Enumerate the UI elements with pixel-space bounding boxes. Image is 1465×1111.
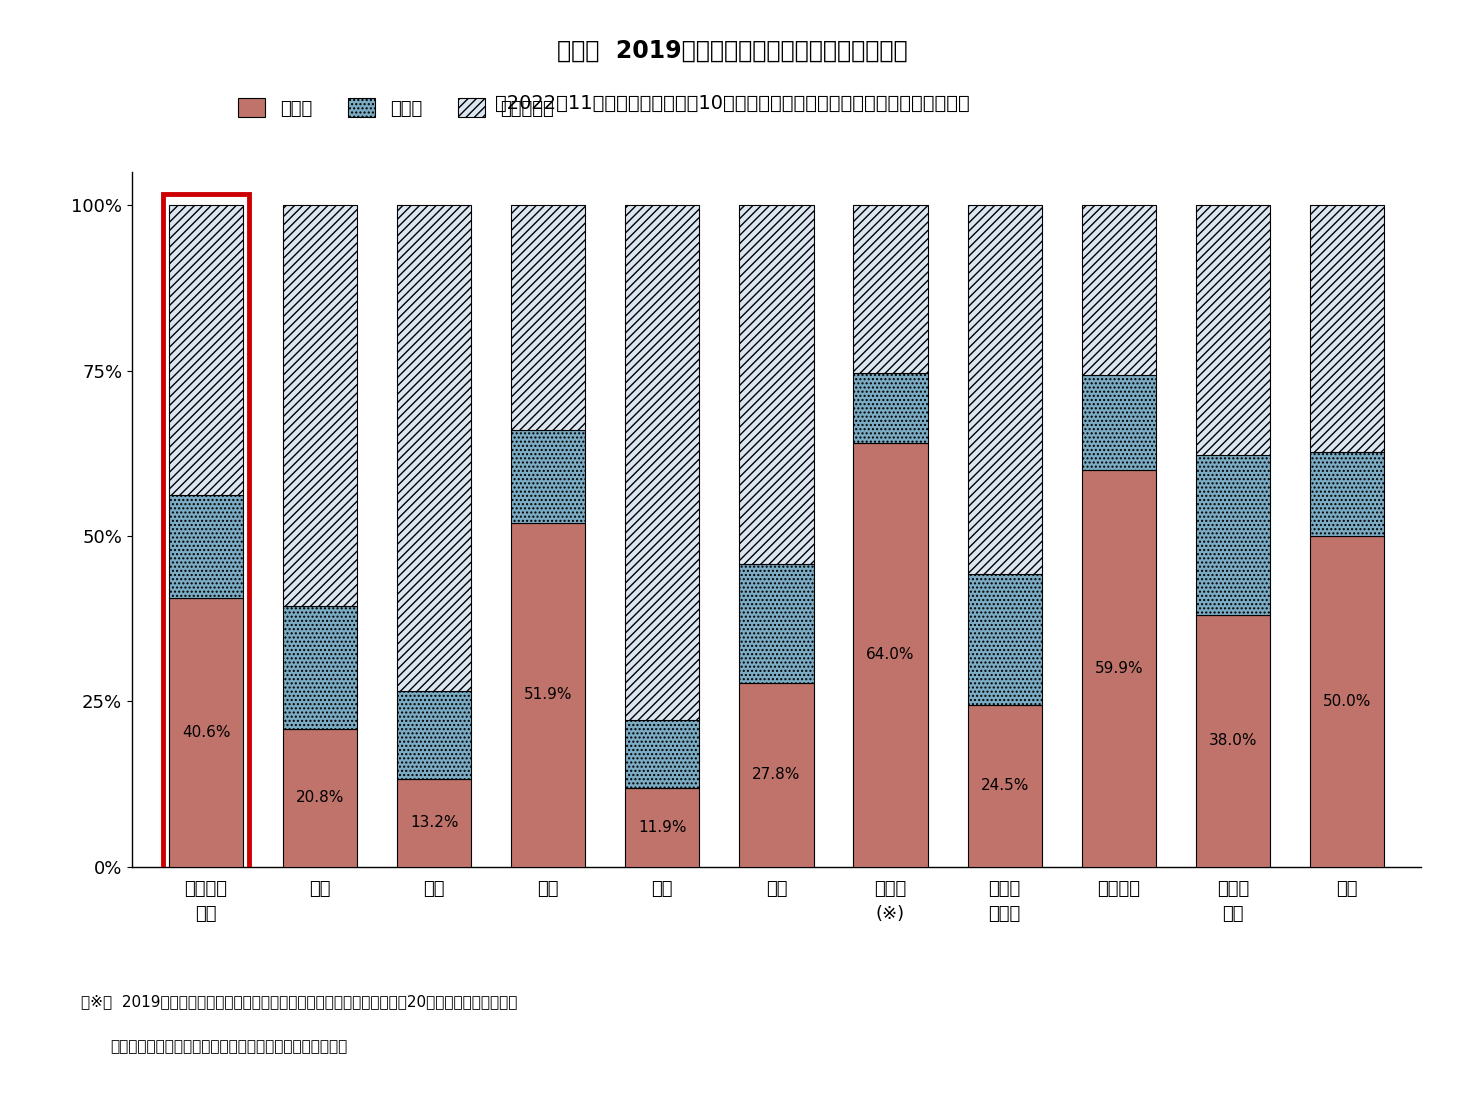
Bar <box>967 704 1042 867</box>
Bar <box>397 206 472 691</box>
Bar <box>626 206 699 720</box>
Bar <box>283 206 357 605</box>
Bar <box>397 691 472 779</box>
Text: 64.0%: 64.0% <box>866 648 914 662</box>
Bar <box>854 206 927 372</box>
Bar <box>168 494 243 598</box>
Text: 13.2%: 13.2% <box>410 815 459 830</box>
Text: 38.0%: 38.0% <box>1209 733 1257 749</box>
Bar <box>163 194 249 879</box>
Bar <box>1195 615 1270 867</box>
Bar <box>740 683 813 867</box>
Bar <box>967 206 1042 574</box>
Bar <box>967 574 1042 704</box>
Text: 図表３  2019年の国籍・地域別の訪日回数の割合: 図表３ 2019年の国籍・地域別の訪日回数の割合 <box>557 39 908 63</box>
Text: （2022年11月の訪日外客数上位10か国・地域、全国籍・地域については概算値）: （2022年11月の訪日外客数上位10か国・地域、全国籍・地域については概算値） <box>495 94 970 113</box>
Bar <box>1081 470 1156 867</box>
Bar <box>168 206 243 494</box>
Legend: １回目, ２回目, ３回目以上: １回目, ２回目, ３回目以上 <box>231 91 561 124</box>
Bar <box>854 443 927 867</box>
Bar <box>511 206 586 430</box>
Bar <box>511 523 586 867</box>
Text: 59.9%: 59.9% <box>1094 661 1143 675</box>
Bar <box>1081 376 1156 470</box>
Bar <box>1310 452 1384 536</box>
Bar <box>168 598 243 867</box>
Bar <box>283 729 357 867</box>
Bar <box>740 564 813 683</box>
Bar <box>1195 206 1270 454</box>
Bar <box>626 720 699 788</box>
Text: （※）  2019年の調査で国籍・地域別の訪日回数の割合が公表されている20の国・地域以外の地域: （※） 2019年の調査で国籍・地域別の訪日回数の割合が公表されている20の国・… <box>81 994 517 1010</box>
Text: 20.8%: 20.8% <box>296 790 344 805</box>
Bar <box>1081 206 1156 376</box>
Text: 50.0%: 50.0% <box>1323 693 1371 709</box>
Text: 40.6%: 40.6% <box>182 724 230 740</box>
Bar <box>740 206 813 564</box>
Bar <box>1195 454 1270 615</box>
Text: 51.9%: 51.9% <box>524 688 573 702</box>
Bar <box>626 788 699 867</box>
Text: （資料）観光庁の公表をもとにニッセイ基礎研究所が作成: （資料）観光庁の公表をもとにニッセイ基礎研究所が作成 <box>110 1039 347 1054</box>
Bar <box>283 605 357 729</box>
Text: 27.8%: 27.8% <box>752 768 801 782</box>
Bar <box>1310 206 1384 452</box>
Bar <box>854 372 927 443</box>
Bar <box>397 779 472 867</box>
Bar <box>511 430 586 523</box>
Text: 24.5%: 24.5% <box>980 778 1028 793</box>
Bar <box>1310 536 1384 867</box>
Text: 11.9%: 11.9% <box>639 820 687 834</box>
